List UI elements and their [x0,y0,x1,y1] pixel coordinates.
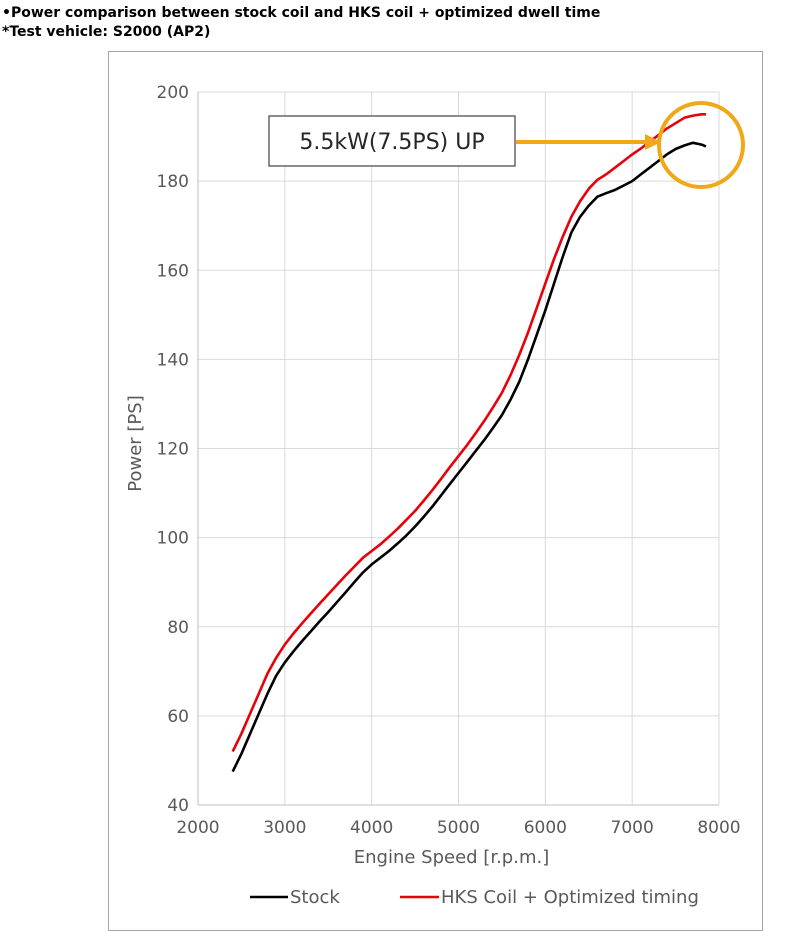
figure-caption-title: •Power comparison between stock coil and… [2,5,601,21]
y-tick-label-120: 120 [157,440,189,460]
x-tick-label-8000: 8000 [697,818,740,838]
x-tick-label-6000: 6000 [524,818,567,838]
highlight-circle-icon [657,101,745,189]
x-tick-label-7000: 7000 [611,818,654,838]
y-tick-label-140: 140 [157,350,189,370]
x-tick-label-3000: 3000 [263,818,306,838]
series-line-stock [231,141,707,773]
y-tick-label-200: 200 [157,83,189,103]
x-tick-label-4000: 4000 [350,818,393,838]
legend-label-stock: Stock [290,887,340,908]
annotation-text: 5.5kW(7.5PS) UP [299,130,484,155]
gridlines [198,91,720,805]
annotation-box [268,115,516,167]
x-tick-label-2000: 2000 [176,818,219,838]
x-axis-title: Engine Speed [r.p.m.] [354,847,549,868]
y-tick-label-100: 100 [157,529,189,549]
legend-label-hks: HKS Coil + Optimized timing [441,887,699,908]
annotation-arrowhead-icon [645,134,661,150]
chart-frame: 40 60 80 100 120 140 160 180 200 2000 3000 4000 5000… [108,51,763,931]
y-tick-label-160: 160 [157,261,189,281]
x-tick-label-5000: 5000 [437,818,480,838]
tick-labels: 40 60 80 100 120 140 160 180 200 2000 3000 4000 5000… [157,83,741,838]
series-line-hks [231,112,706,753]
y-axis-title: Power [PS] [125,395,146,491]
y-tick-label-80: 80 [167,618,189,638]
legend: Stock HKS Coil + Optimized timing [250,887,699,908]
annotation: 5.5kW(7.5PS) UP [268,101,745,189]
series-lines [231,112,707,773]
axes [197,92,719,806]
y-tick-label-180: 180 [157,172,189,192]
power-chart: 40 60 80 100 120 140 160 180 200 2000 3000 4000 5000… [125,83,745,908]
y-tick-label-40: 40 [167,796,189,816]
y-tick-label-60: 60 [167,707,189,727]
figure-caption-vehicle: *Test vehicle: S2000 (AP2) [2,24,211,40]
